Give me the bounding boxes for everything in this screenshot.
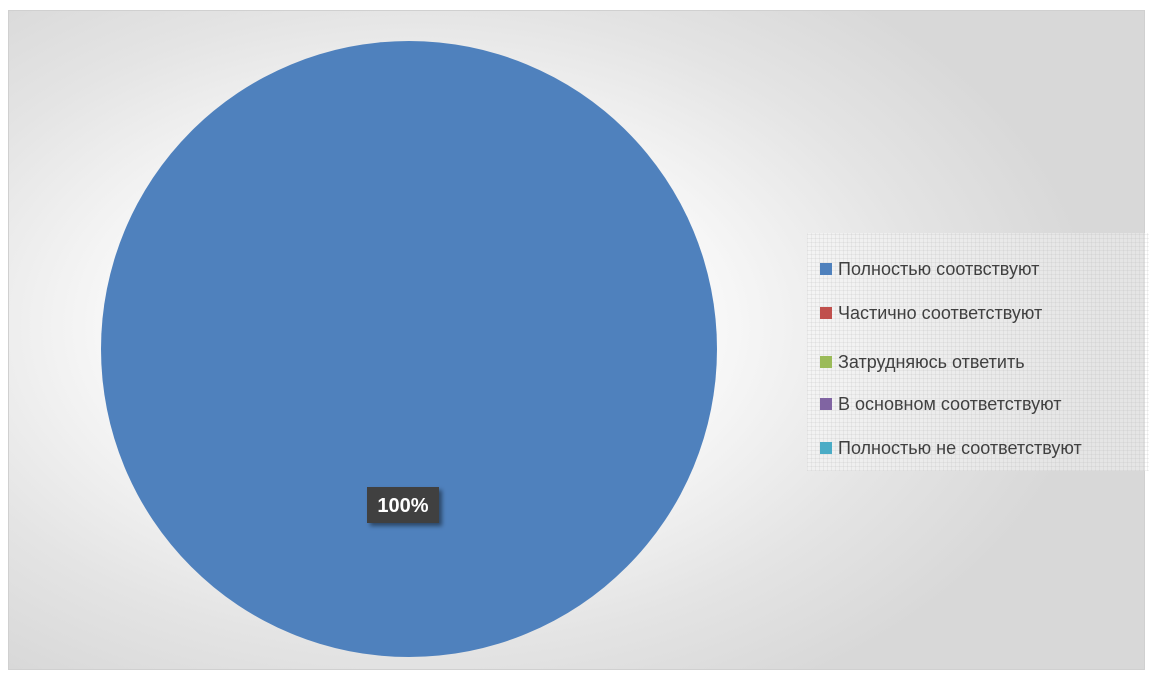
data-label-text: 100% [377,495,428,517]
legend-item: Полностью не соответствуют [820,437,1082,459]
chart-area: 100% Полностью соотвствуют Частично соот… [8,10,1149,670]
legend-label: Полностью соотвствуют [838,258,1040,279]
legend-label: Частично соответствуют [838,302,1043,323]
pie-chart: 100% [101,41,717,657]
pie-slice [101,41,717,657]
legend-item: Частично соответствуют [820,302,1042,324]
legend-swatch [820,307,832,319]
legend-item: В основном соответствуют [820,393,1062,415]
legend-label: Полностью не соответствуют [838,437,1082,458]
legend-swatch [820,263,832,275]
legend-item: Затрудняюсь ответить [820,351,1025,373]
legend-label: Затрудняюсь ответить [838,351,1025,372]
legend-swatch [820,398,832,410]
pie-slices [101,41,717,657]
legend-swatch [820,356,832,368]
legend-swatch [820,442,832,454]
legend-item: Полностью соотвствуют [820,258,1039,280]
legend-label: В основном соответствуют [838,393,1062,414]
data-label: 100% [367,487,439,523]
data-label-box [367,487,439,523]
legend: Полностью соотвствуют Частично соответст… [807,233,1149,471]
data-labels: 100% [367,487,439,523]
